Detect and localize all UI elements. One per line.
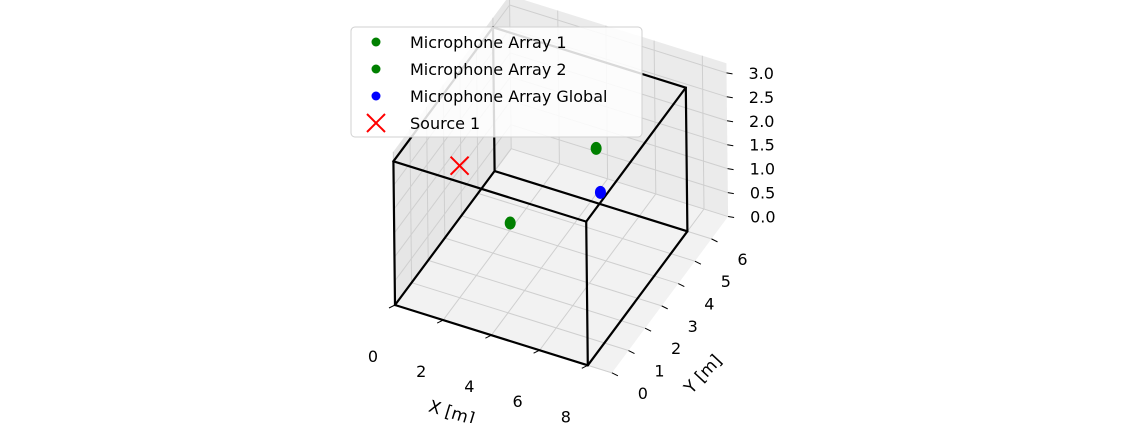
room-edge (393, 303, 589, 367)
room-edge (585, 220, 589, 367)
floor-pane (395, 148, 729, 373)
z-tick-label: 2.0 (749, 112, 774, 131)
x-tick-label: 2 (416, 362, 426, 381)
tick-mark (728, 216, 735, 219)
room-edge (585, 86, 687, 223)
legend-frame (350, 26, 643, 138)
y-tick-label: 4 (704, 295, 714, 314)
legend-label: Microphone Array Global (410, 87, 607, 106)
tick-mark (661, 305, 668, 310)
tick-mark (726, 96, 733, 99)
grid-line (428, 259, 646, 329)
tick-mark (388, 304, 396, 309)
room-edge (586, 230, 689, 367)
tick-mark (678, 283, 685, 287)
grid-line (411, 282, 629, 352)
tick-mark (711, 238, 718, 243)
data-points (449, 141, 606, 230)
grid-line (511, 148, 729, 218)
room-edge (393, 169, 496, 307)
z-tick-label: 0.5 (750, 184, 775, 203)
tick-mark (726, 120, 734, 123)
legend: Microphone Array 1 Microphone Array 2 Micr… (350, 26, 643, 138)
grid-line (442, 163, 560, 321)
legend-marker (371, 37, 381, 47)
y-tick-label: 6 (737, 250, 747, 269)
grid-line (461, 215, 679, 285)
room-edge (392, 160, 397, 307)
legend-marker (371, 91, 381, 101)
x-axis-label: X [m] (426, 397, 477, 423)
room-edge (493, 169, 689, 233)
tick-mark (644, 327, 652, 332)
tick-mark (611, 372, 619, 377)
data-point (594, 185, 606, 199)
x-tick-label: 0 (368, 347, 378, 366)
y-tick-label: 2 (671, 339, 681, 358)
x-tick-label: 8 (561, 407, 571, 423)
grid-line (394, 124, 512, 282)
grid-line (409, 129, 413, 283)
z-tick-label: 2.5 (749, 88, 774, 107)
tick-mark (727, 168, 734, 171)
room-edge (684, 86, 689, 233)
y-tick-label: 5 (721, 272, 731, 291)
data-point (590, 141, 602, 155)
source-marker (449, 155, 470, 176)
legend-label: Microphone Array 2 (410, 60, 567, 79)
room-edge (392, 160, 588, 223)
legend-marker (371, 64, 381, 74)
z-tick-label: 1.0 (750, 160, 775, 179)
tick-mark (727, 144, 734, 147)
z-tick-label: 0.0 (750, 208, 775, 227)
y-tick-label: 3 (688, 317, 698, 336)
grid-line (490, 178, 609, 336)
legend-label: Source 1 (410, 114, 480, 133)
grid-line (539, 193, 657, 351)
z-tick-label: 1.5 (749, 136, 774, 155)
grid-line (653, 40, 657, 194)
legend-label: Microphone Array 1 (410, 33, 567, 52)
grid-line (701, 55, 705, 210)
x-tick-label: 6 (513, 392, 523, 411)
tick-mark (628, 350, 635, 354)
tick-mark (726, 72, 733, 75)
legend-marker (366, 113, 386, 133)
x-tick-label: 4 (464, 377, 474, 396)
y-axis-label: Y [m] (680, 351, 726, 399)
z-tick-label: 3.0 (749, 64, 774, 83)
data-point (504, 216, 516, 230)
y-tick-label: 0 (638, 384, 648, 403)
tick-mark (694, 260, 702, 265)
tick-mark (727, 192, 734, 195)
source-marker-stroke (449, 155, 470, 176)
y-tick-label: 1 (654, 362, 664, 381)
grid-line (444, 237, 662, 307)
